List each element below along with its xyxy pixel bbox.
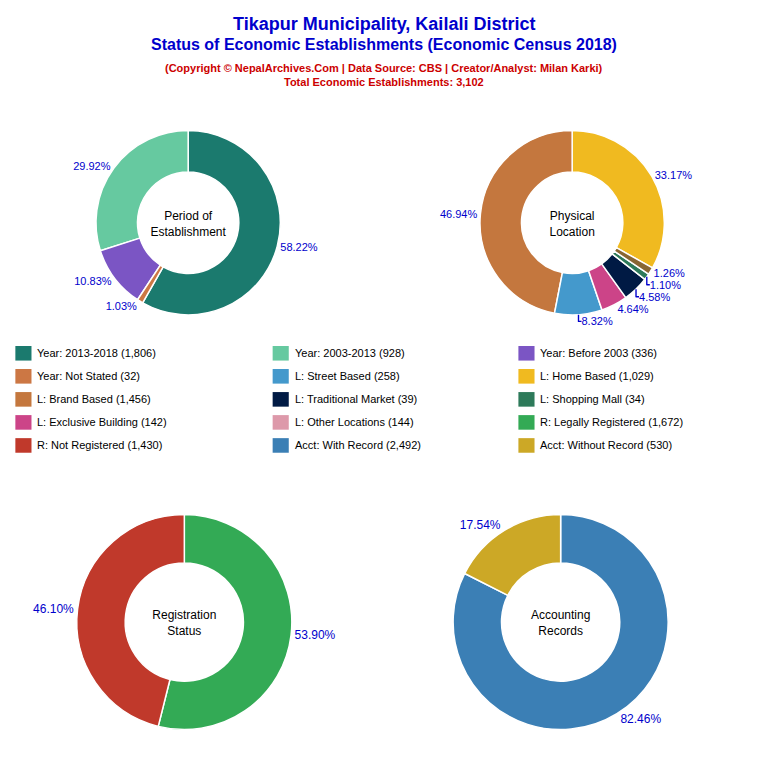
svg-text:29.92%: 29.92%	[73, 160, 111, 172]
svg-text:17.54%: 17.54%	[460, 518, 501, 532]
svg-text:46.94%: 46.94%	[440, 208, 478, 220]
svg-text:Year: 2003-2013 (928): Year: 2003-2013 (928)	[295, 347, 405, 359]
svg-text:Acct: Without Record (530): Acct: Without Record (530)	[540, 439, 672, 451]
svg-text:RegistrationStatus: RegistrationStatus	[152, 608, 216, 638]
svg-text:8.32%: 8.32%	[581, 315, 612, 327]
svg-text:10.83%: 10.83%	[74, 275, 112, 287]
svg-text:Total Economic Establishments:: Total Economic Establishments: 3,102	[284, 76, 484, 88]
svg-text:L: Home Based (1,029): L: Home Based (1,029)	[540, 370, 654, 382]
svg-text:1.26%: 1.26%	[654, 267, 685, 279]
svg-text:Tikapur Municipality, Kailali: Tikapur Municipality, Kailali District	[233, 14, 535, 34]
svg-text:4.58%: 4.58%	[639, 291, 670, 303]
svg-text:L: Traditional Market (39): L: Traditional Market (39)	[295, 393, 417, 405]
svg-text:AccountingRecords: AccountingRecords	[531, 608, 590, 638]
svg-text:Acct: With Record (2,492): Acct: With Record (2,492)	[295, 439, 421, 451]
svg-text:Year: Before 2003 (336): Year: Before 2003 (336)	[540, 347, 657, 359]
svg-text:1.10%: 1.10%	[650, 279, 681, 291]
svg-text:Year: Not Stated (32): Year: Not Stated (32)	[37, 370, 140, 382]
svg-text:PhysicalLocation: PhysicalLocation	[549, 209, 594, 239]
svg-text:33.17%: 33.17%	[655, 169, 693, 181]
svg-text:Period ofEstablishment: Period ofEstablishment	[150, 209, 226, 239]
svg-text:R: Legally Registered (1,672): R: Legally Registered (1,672)	[540, 416, 683, 428]
svg-text:4.64%: 4.64%	[617, 303, 648, 315]
svg-text:53.90%: 53.90%	[295, 628, 336, 642]
svg-text:(Copyright © NepalArchives.Com: (Copyright © NepalArchives.Com | Data So…	[165, 62, 603, 74]
svg-text:Year: 2013-2018 (1,806): Year: 2013-2018 (1,806)	[37, 347, 156, 359]
svg-text:L: Brand Based (1,456): L: Brand Based (1,456)	[37, 393, 151, 405]
svg-text:L: Other Locations (144): L: Other Locations (144)	[295, 416, 414, 428]
svg-text:82.46%: 82.46%	[620, 712, 661, 726]
svg-text:L: Shopping Mall (34): L: Shopping Mall (34)	[540, 393, 645, 405]
svg-text:58.22%: 58.22%	[280, 241, 318, 253]
svg-text:R: Not Registered (1,430): R: Not Registered (1,430)	[37, 439, 162, 451]
svg-text:L: Exclusive Building (142): L: Exclusive Building (142)	[37, 416, 167, 428]
svg-text:46.10%: 46.10%	[33, 602, 74, 616]
svg-text:1.03%: 1.03%	[106, 300, 137, 312]
svg-text:L: Street Based (258): L: Street Based (258)	[295, 370, 400, 382]
svg-text:Status of Economic Establishme: Status of Economic Establishments (Econo…	[151, 36, 617, 53]
